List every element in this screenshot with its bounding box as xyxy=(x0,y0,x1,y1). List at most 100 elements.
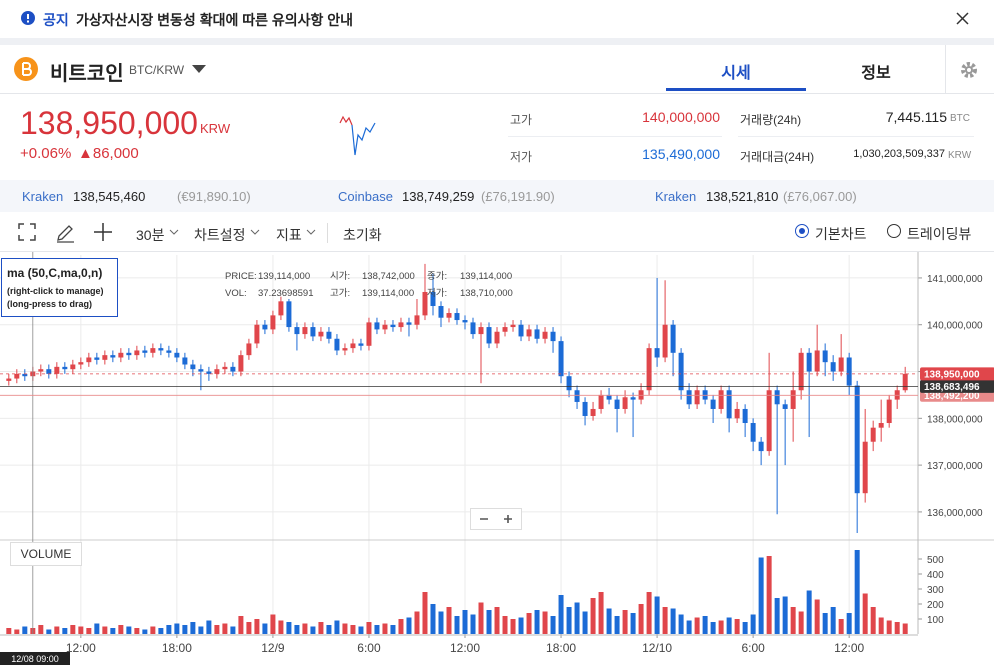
candle-body xyxy=(166,350,172,353)
volume-bar xyxy=(758,557,764,634)
amount-24h: 1,030,203,509,337 xyxy=(853,148,945,160)
candle-body xyxy=(798,352,804,391)
candle-body xyxy=(182,357,188,365)
notice-bar: 공지 가상자산시장 변동성 확대에 따른 유의사항 안내 xyxy=(0,0,994,38)
change-amount: ▲86,000 xyxy=(78,145,139,162)
volume-bar xyxy=(526,613,532,634)
volume-bar xyxy=(510,619,516,634)
candle-body xyxy=(870,427,876,442)
interval-select[interactable]: 30분 xyxy=(136,227,165,243)
exchange-price: 138,545,460 xyxy=(73,189,146,204)
notice-text[interactable]: 가상자산시장 변동성 확대에 따른 유의사항 안내 xyxy=(76,12,354,28)
volume-bar xyxy=(574,602,580,634)
candle-body xyxy=(750,423,756,442)
fullscreen-button[interactable] xyxy=(18,223,36,241)
volume-bar xyxy=(878,617,884,634)
candle-body xyxy=(566,376,572,391)
close-button[interactable] xyxy=(956,12,969,25)
candle-body xyxy=(382,324,388,330)
candle-body xyxy=(94,357,100,360)
volume-bar xyxy=(414,611,420,634)
volume-bar xyxy=(70,625,76,634)
volume-bar xyxy=(638,604,644,634)
candle-body xyxy=(710,399,716,409)
exchange-name: Kraken xyxy=(655,189,697,204)
volume-bar xyxy=(542,611,548,634)
volume-bar xyxy=(486,610,492,634)
candle-body xyxy=(70,364,76,370)
volume-bar xyxy=(830,607,836,634)
y-tick-label: 140,000,000 xyxy=(927,321,983,332)
indicator-select[interactable]: 지표 xyxy=(276,227,302,243)
settings-button[interactable] xyxy=(960,61,978,79)
tab[interactable]: 정보 xyxy=(861,65,891,82)
candle-body xyxy=(86,357,92,363)
volume-bar xyxy=(662,607,668,634)
zoom-buttons[interactable] xyxy=(471,509,521,529)
exchange-alt: (£76,191.90) xyxy=(481,189,555,204)
candle-body xyxy=(358,343,364,346)
candle-body xyxy=(454,313,460,321)
candle-body xyxy=(222,366,228,370)
candle-body xyxy=(206,371,212,374)
volume-bar xyxy=(782,596,788,634)
volume-bar xyxy=(518,617,524,634)
candle-body xyxy=(582,401,588,416)
radio-label[interactable]: 기본차트 xyxy=(815,226,867,242)
volume-bar xyxy=(558,595,564,634)
candle-body xyxy=(758,441,764,452)
candle-body xyxy=(766,390,772,452)
volume-bar xyxy=(478,602,484,634)
coin-name: 비트코인 xyxy=(50,63,124,85)
volume-bar xyxy=(14,629,20,634)
candle-body xyxy=(814,350,820,372)
crosshair-label: 12/08 09:00 xyxy=(11,654,59,664)
volume-bar xyxy=(254,619,260,634)
volume-tick-label: 400 xyxy=(927,570,944,581)
crosshair-button[interactable] xyxy=(93,222,113,242)
volume-24h: 7,445.115 xyxy=(885,109,947,125)
volume-bar xyxy=(750,614,756,634)
reset-button[interactable]: 초기화 xyxy=(343,227,382,243)
candle-body xyxy=(654,348,660,358)
price-tag-label: 138,492,200 xyxy=(924,391,980,402)
volume-bar xyxy=(342,623,348,634)
coin-dropdown[interactable] xyxy=(192,65,206,73)
volume-bar xyxy=(214,625,220,634)
legend-hint: (long-press to drag) xyxy=(7,299,92,309)
candle-body xyxy=(502,327,508,332)
volume-bar xyxy=(406,617,412,634)
candle-body xyxy=(558,341,564,377)
volume-bar xyxy=(198,626,204,634)
volume-bar xyxy=(182,625,188,634)
candle-body xyxy=(510,324,516,328)
indicator-legend[interactable]: ma (50,C,ma,0,n) (right-click to manage)… xyxy=(1,258,118,317)
info-label: 저가: xyxy=(427,288,448,299)
candle-body xyxy=(446,313,452,318)
x-tick-label: 12:00 xyxy=(450,641,480,655)
chart-settings[interactable]: 차트설정 xyxy=(194,227,246,243)
volume-bar xyxy=(302,623,308,634)
radio-label[interactable]: 트레이딩뷰 xyxy=(907,226,972,242)
candle-body xyxy=(486,327,492,344)
candle-body xyxy=(518,324,524,337)
volume-bar xyxy=(46,629,52,634)
radio-checked[interactable] xyxy=(795,224,809,238)
info-value: 139,114,000 xyxy=(362,288,415,299)
tab[interactable]: 시세 xyxy=(721,65,751,82)
x-tick-label: 12/10 xyxy=(642,641,672,655)
candle-body xyxy=(246,343,252,356)
volume-bar xyxy=(6,628,12,634)
price-tag-label: 138,950,000 xyxy=(924,369,980,380)
candle-body xyxy=(598,394,604,409)
volume-bar xyxy=(438,611,444,634)
candle-body xyxy=(326,331,332,339)
candle-body xyxy=(862,441,868,494)
candle-body xyxy=(238,355,244,372)
draw-button[interactable] xyxy=(55,223,75,243)
candle-body xyxy=(734,408,740,419)
radio[interactable] xyxy=(887,224,901,238)
candle-body xyxy=(278,301,284,316)
volume-bar xyxy=(334,620,340,634)
candle-body xyxy=(838,357,844,372)
